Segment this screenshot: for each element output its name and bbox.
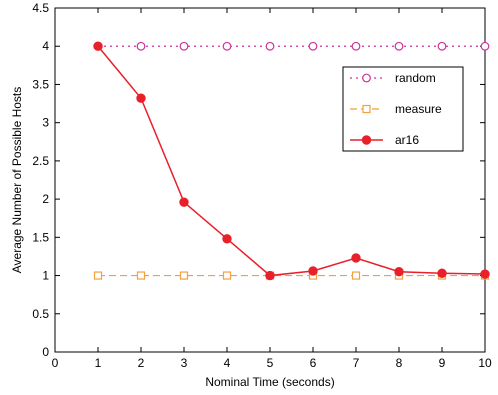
data-point-ar16 [93, 41, 103, 51]
legend-label-ar16: ar16 [395, 133, 419, 147]
data-point-ar16 [437, 268, 447, 278]
data-point-random [265, 41, 275, 51]
x-tick-label: 0 [52, 356, 59, 370]
data-point-measure [351, 271, 361, 280]
data-point-ar16 [179, 197, 189, 207]
series-ar16 [93, 41, 490, 281]
x-tick-label: 7 [353, 356, 360, 370]
y-axis-label: Average Number of Possible Hosts [10, 87, 24, 274]
y-tick-label: 3.5 [32, 77, 49, 91]
data-point-ar16 [265, 270, 275, 281]
series-random [93, 41, 490, 51]
data-point-measure [179, 271, 189, 280]
x-tick-label: 2 [138, 356, 145, 370]
data-point-random [480, 41, 490, 51]
legend-marker-ar16 [361, 135, 372, 145]
data-point-random [394, 41, 404, 51]
x-tick-label: 1 [95, 356, 102, 370]
x-tick-label: 9 [439, 356, 446, 370]
y-tick-label: 0 [42, 345, 49, 359]
data-point-random [308, 41, 318, 51]
y-tick-label: 4.5 [32, 1, 49, 15]
data-point-measure [136, 271, 146, 280]
x-tick-label: 3 [181, 356, 188, 370]
y-tick-label: 1 [42, 269, 49, 283]
data-point-random [351, 41, 361, 51]
data-point-random [437, 41, 447, 51]
legend-marker-measure [362, 104, 371, 114]
data-point-random [136, 41, 146, 51]
legend-marker-random [362, 73, 371, 83]
data-point-ar16 [394, 267, 404, 277]
data-point-ar16 [351, 253, 361, 263]
series-line-ar16 [97, 45, 486, 277]
x-axis-label: Nominal Time (seconds) [205, 375, 334, 389]
x-tick-label: 6 [310, 356, 317, 370]
y-tick-label: 4 [42, 39, 49, 53]
x-tick-label: 5 [267, 356, 274, 370]
y-tick-label: 0.5 [32, 307, 49, 321]
x-tick-label: 4 [224, 356, 231, 370]
y-tick-label: 1.5 [32, 230, 49, 244]
data-point-ar16 [308, 266, 318, 276]
data-point-ar16 [222, 234, 232, 244]
x-tick-label: 8 [396, 356, 403, 370]
x-tick-label: 10 [478, 356, 492, 370]
data-point-measure [222, 271, 232, 280]
y-tick-label: 2 [42, 192, 49, 206]
legend-label-random: random [395, 71, 436, 85]
legend-label-measure: measure [395, 102, 442, 116]
data-point-random [222, 41, 232, 51]
data-point-random [179, 41, 189, 51]
y-tick-label: 2.5 [32, 154, 49, 168]
data-point-ar16 [480, 269, 490, 279]
y-tick-label: 3 [42, 116, 49, 130]
data-point-ar16 [136, 93, 146, 103]
legend: random measure ar16 [342, 66, 464, 152]
data-point-measure [93, 271, 103, 280]
plot-frame [54, 7, 486, 353]
